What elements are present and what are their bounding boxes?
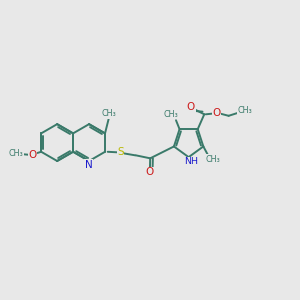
Text: CH₃: CH₃ xyxy=(102,109,117,118)
Text: N: N xyxy=(85,160,92,170)
Text: CH₃: CH₃ xyxy=(206,155,220,164)
Text: O: O xyxy=(28,150,37,160)
Text: O: O xyxy=(146,167,154,177)
Text: CH₃: CH₃ xyxy=(238,106,252,115)
Text: NH: NH xyxy=(184,158,198,166)
Text: S: S xyxy=(117,147,124,158)
Text: CH₃: CH₃ xyxy=(9,149,24,158)
Text: O: O xyxy=(187,102,195,112)
Text: CH₃: CH₃ xyxy=(163,110,178,119)
Text: O: O xyxy=(213,108,221,118)
